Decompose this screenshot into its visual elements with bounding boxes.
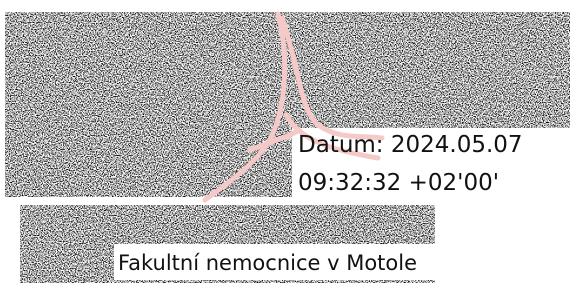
- date-line: Datum: 2024.05.07: [298, 132, 523, 158]
- signer-name: Fakultní nemocnice v Motole: [118, 251, 417, 275]
- page: Datum: 2024.05.07 09:32:32 +02'00' Fakul…: [0, 0, 570, 283]
- time-line: 09:32:32 +02'00': [298, 170, 499, 196]
- signature-image: Datum: 2024.05.07 09:32:32 +02'00' Fakul…: [0, 0, 570, 283]
